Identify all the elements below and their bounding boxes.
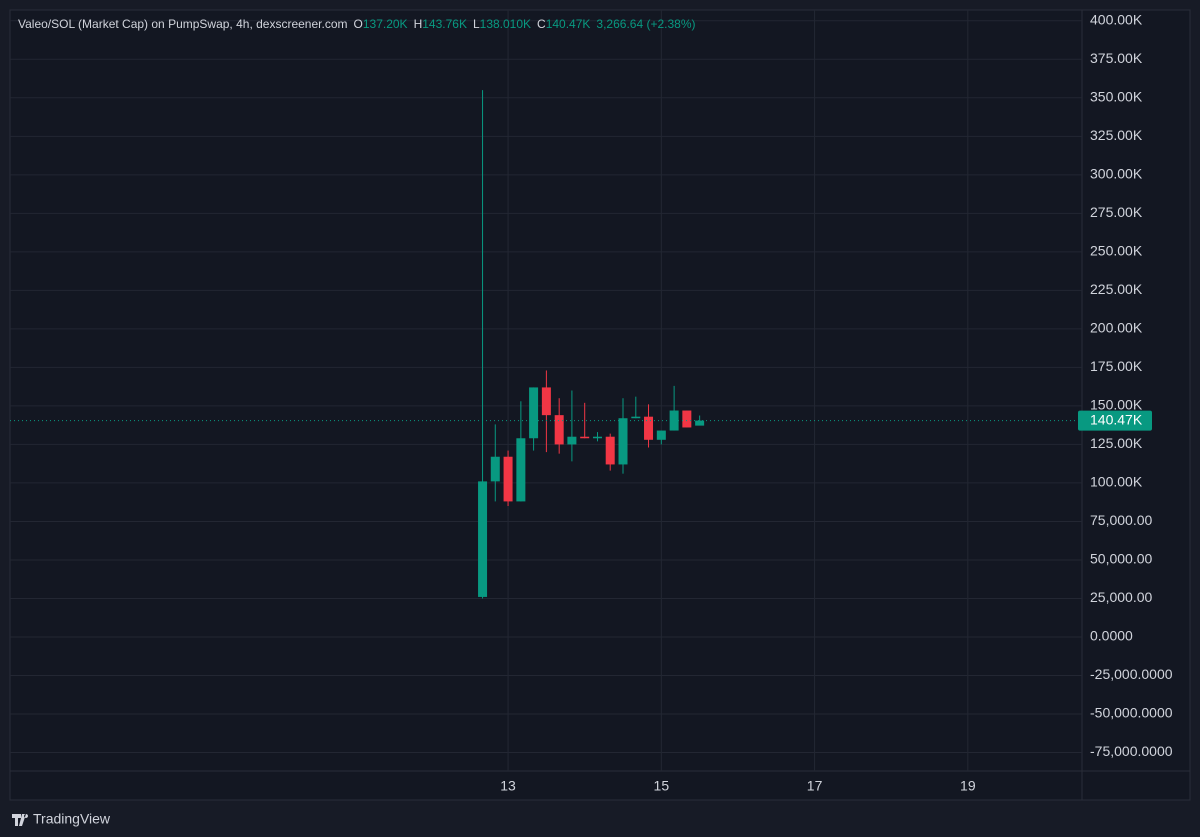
y-tick-label: 0.0000 [1090, 628, 1133, 644]
legend-value: 140.47K [546, 17, 591, 31]
candle-body [541, 387, 551, 416]
y-tick-label: -75,000.0000 [1090, 743, 1173, 759]
candle-body [695, 420, 705, 426]
y-tick-label: 400.00K [1090, 11, 1143, 27]
brand-name: TradingView [33, 811, 111, 827]
x-tick-label: 15 [654, 778, 670, 794]
y-tick-label: 200.00K [1090, 320, 1143, 336]
candle-body [618, 418, 628, 465]
y-tick-label: 150.00K [1090, 397, 1143, 413]
last-price-label: 140.47K [1090, 411, 1143, 427]
legend-key: O [354, 17, 363, 31]
legend-key: H [414, 17, 423, 31]
y-tick-label: 275.00K [1090, 204, 1143, 220]
legend-key: L [473, 17, 480, 31]
legend-value: 138.010K [480, 17, 531, 31]
candle-body [592, 436, 602, 439]
candle-body [554, 415, 564, 445]
y-tick-label: 125.00K [1090, 435, 1143, 451]
candle-body [478, 481, 488, 597]
y-tick-label: 250.00K [1090, 243, 1143, 259]
candle-body [567, 436, 577, 445]
candle-body [682, 410, 692, 428]
x-tick-label: 19 [960, 778, 976, 794]
y-tick-label: 75,000.00 [1090, 512, 1152, 528]
y-tick-label: 375.00K [1090, 50, 1143, 66]
legend-change: 3,266.64 (+2.38%) [596, 17, 695, 31]
candle-body [656, 430, 666, 440]
y-tick-label: 325.00K [1090, 127, 1143, 143]
y-tick-label: 350.00K [1090, 89, 1143, 105]
y-tick-label: 225.00K [1090, 281, 1143, 297]
y-tick-label: -50,000.0000 [1090, 705, 1173, 721]
candle-body [631, 416, 641, 419]
y-tick-label: 300.00K [1090, 166, 1143, 182]
candle-body [644, 416, 654, 440]
last-price-badge [1078, 410, 1152, 431]
branding: TradingView [12, 811, 111, 827]
candle-body [503, 456, 513, 502]
logo [12, 814, 29, 826]
candle-body [605, 436, 615, 465]
x-tick-label: 17 [807, 778, 823, 794]
legend-value: 137.20K [363, 17, 408, 31]
candle-body [529, 387, 539, 439]
y-tick-label: 175.00K [1090, 358, 1143, 374]
candle-body [490, 456, 500, 482]
legend-key: C [537, 17, 546, 31]
y-tick-label: -25,000.0000 [1090, 666, 1173, 682]
y-tick-label: 25,000.00 [1090, 589, 1152, 605]
legend-value: 143.76K [422, 17, 467, 31]
candle-body [516, 438, 526, 502]
x-tick-label: 13 [500, 778, 516, 794]
y-tick-label: 100.00K [1090, 474, 1143, 490]
chart-title: Valeo/SOL (Market Cap) on PumpSwap, 4h, … [18, 17, 348, 31]
candle-body [580, 436, 590, 439]
chart-frame [9, 9, 1191, 801]
y-tick-label: 50,000.00 [1090, 551, 1152, 567]
